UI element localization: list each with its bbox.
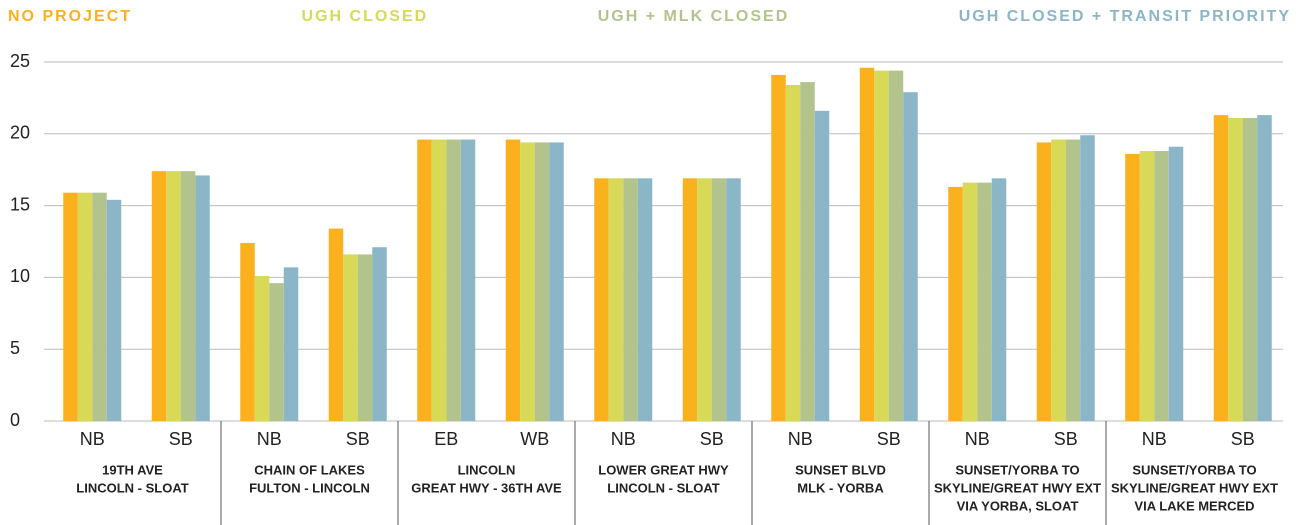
bar (888, 70, 904, 421)
bar (92, 192, 107, 421)
group-label: SKYLINE/GREAT HWY EXT (934, 480, 1101, 495)
bar (977, 182, 992, 421)
bar (726, 178, 741, 421)
legend-entry: NO PROJECT (8, 8, 133, 25)
bar (1065, 139, 1081, 421)
group-label: GREAT HWY - 36TH AVE (411, 480, 562, 495)
bar (1168, 146, 1184, 421)
bar (623, 178, 638, 421)
x-tick-label: SB (700, 429, 724, 449)
bar (682, 178, 698, 421)
group-label: SUNSET/YORBA TO (1132, 462, 1256, 477)
bar (328, 228, 344, 421)
bar (948, 186, 963, 421)
group-label: 19TH AVE (102, 462, 163, 477)
bar (446, 139, 461, 421)
x-tick-label: NB (611, 429, 636, 449)
bar (372, 247, 387, 421)
bar (697, 178, 712, 421)
bar (874, 70, 889, 421)
x-tick-label: EB (434, 429, 458, 449)
group-label: SUNSET/YORBA TO (955, 462, 1079, 477)
bar (1228, 118, 1243, 421)
x-tick-label: SB (1054, 429, 1078, 449)
bar (283, 267, 299, 421)
bar (520, 142, 535, 421)
y-tick-label: 15 (10, 194, 30, 214)
bar (1036, 142, 1052, 421)
bar (343, 254, 358, 421)
bar (800, 82, 815, 421)
group-label: VIA LAKE MERCED (1134, 498, 1254, 513)
group-label: LINCOLN - SLOAT (607, 480, 719, 495)
group-label: SKYLINE/GREAT HWY EXT (1111, 480, 1278, 495)
bar (1051, 139, 1066, 421)
x-tick-label: SB (1231, 429, 1255, 449)
bar (195, 175, 210, 421)
group-label: SUNSET BLVD (795, 462, 886, 477)
bar (417, 139, 432, 421)
x-tick-label: NB (80, 429, 105, 449)
bar (106, 199, 122, 421)
bar (1242, 118, 1258, 421)
bar (711, 178, 727, 421)
bar (240, 242, 255, 421)
y-tick-label: 5 (10, 338, 20, 358)
bar (1154, 151, 1169, 422)
bar (166, 171, 181, 421)
bar (962, 182, 978, 421)
bar (1213, 115, 1229, 421)
bar (991, 178, 1007, 421)
y-tick-label: 25 (10, 51, 30, 71)
bar (269, 283, 284, 421)
bar (1139, 151, 1155, 422)
group-label: CHAIN OF LAKES (254, 462, 365, 477)
y-tick-label: 0 (10, 410, 20, 430)
group-label: LOWER GREAT HWY (598, 462, 729, 477)
bar (1125, 153, 1140, 422)
bar (151, 171, 167, 421)
x-tick-label: SB (169, 429, 193, 449)
bar (549, 142, 564, 421)
y-tick-label: 20 (10, 123, 30, 143)
bar (771, 74, 786, 421)
x-tick-label: NB (965, 429, 990, 449)
bar (859, 67, 875, 421)
legend: NO PROJECT UGH CLOSED UGH + MLK CLOSED UGH … (8, 8, 1291, 26)
bar (1257, 115, 1272, 421)
bar (903, 92, 918, 421)
bar (1080, 135, 1095, 421)
x-tick-label: SB (877, 429, 901, 449)
bar (608, 178, 624, 421)
x-tick-label: NB (788, 429, 813, 449)
group-label: MLK - YORBA (797, 480, 884, 495)
group-label: VIA YORBA, SLOAT (957, 498, 1079, 513)
bar (254, 275, 270, 421)
bar (460, 139, 476, 421)
legend-entry: UGH + MLK CLOSED (597, 8, 790, 25)
bar (814, 110, 830, 421)
legend-entry: UGH CLOSED (301, 8, 429, 25)
legend-entry: UGH CLOSED + TRANSIT PRIORITY (958, 8, 1291, 25)
group-label: FULTON - LINCOLN (249, 480, 370, 495)
bar (534, 142, 550, 421)
bar (505, 139, 521, 421)
bar (594, 178, 609, 421)
y-tick-label: 10 (10, 266, 30, 286)
bar (180, 171, 196, 421)
x-tick-label: NB (257, 429, 282, 449)
x-tick-label: SB (346, 429, 370, 449)
x-tick-label: WB (520, 429, 549, 449)
bar (431, 139, 447, 421)
bar (63, 192, 78, 421)
bar (357, 254, 373, 421)
bar (77, 192, 93, 421)
group-label: LINCOLN (458, 462, 516, 477)
group-label: LINCOLN - SLOAT (76, 480, 188, 495)
bar (785, 84, 801, 421)
x-tick-label: NB (1142, 429, 1167, 449)
bar (637, 178, 653, 421)
